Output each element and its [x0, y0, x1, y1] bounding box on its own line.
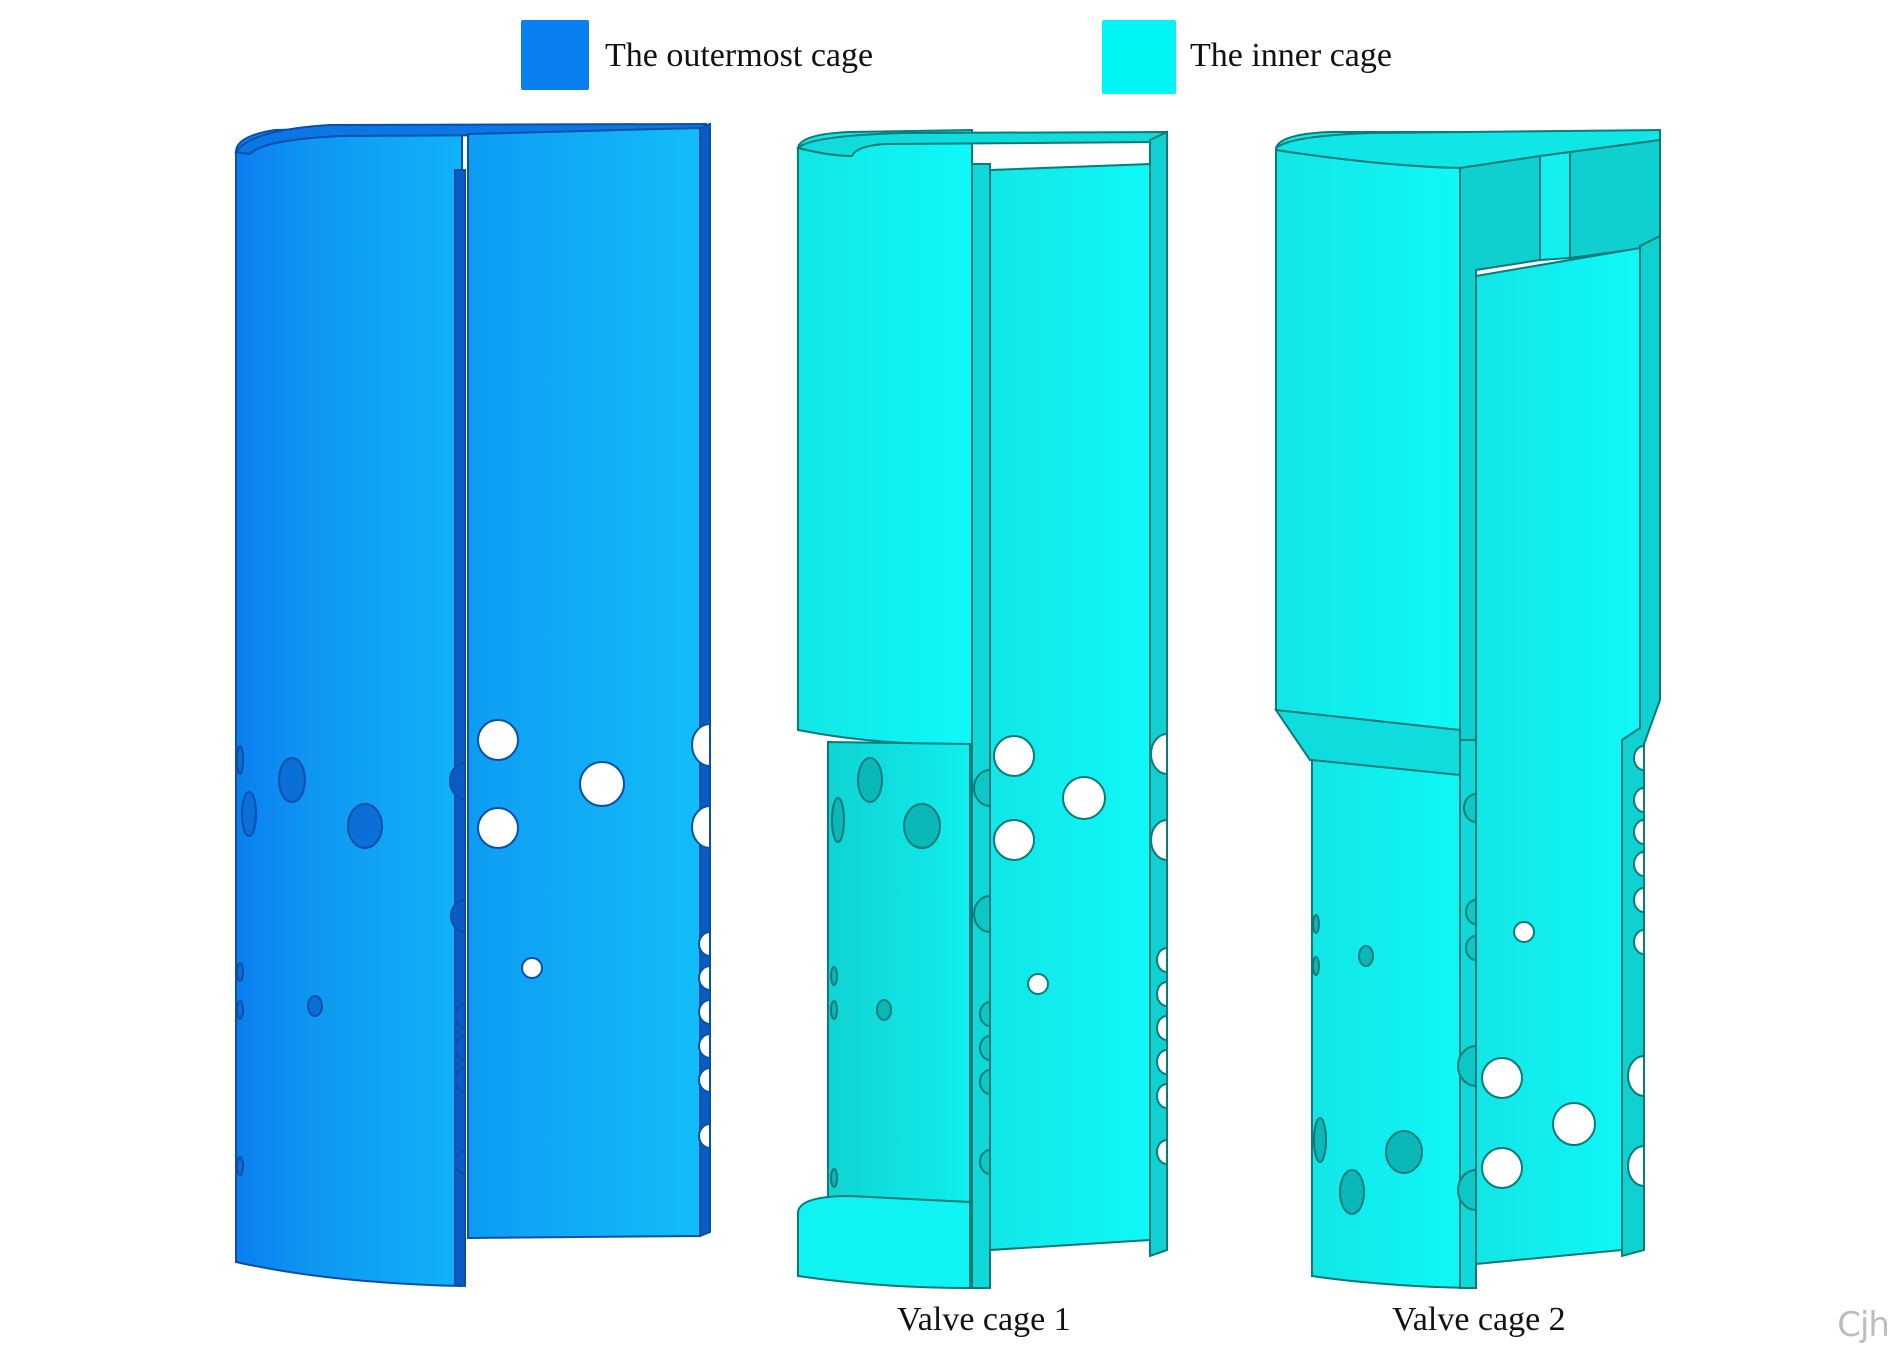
caption-valve-cage-1: Valve cage 1: [897, 1301, 1071, 1338]
cage2-cut-face-right: [1569, 138, 1661, 260]
valve-cage-2: [1273, 128, 1661, 1290]
cage1-top-rim: [796, 130, 1168, 158]
cage1-right-edge: [1149, 130, 1168, 1258]
cage2-shell-holes: [1312, 914, 1423, 1215]
cage1-right-face: [989, 162, 1151, 1252]
cage1-hollow: [827, 740, 971, 1210]
cage1-bottom-ring: [797, 1194, 971, 1290]
cage2-edge-notches: [1457, 792, 1477, 1212]
caption-valve-cage-2: Valve cage 2: [1392, 1301, 1566, 1338]
legend-swatch-inner: [1102, 20, 1176, 94]
cage1-holes: [993, 735, 1106, 995]
outer-cage-left-shell: [235, 124, 463, 1288]
cage1-right-notches: [1150, 732, 1168, 1166]
cage1-cut-edge: [971, 163, 991, 1289]
outer-cage-shell-holes: [236, 745, 383, 1176]
outer-cage-edge-notches: [449, 761, 466, 1176]
cage2-slot: [1539, 150, 1571, 262]
cage2-cut-edge: [1459, 739, 1477, 1289]
cage2-lower-shell: [1311, 758, 1471, 1290]
cage1-inner-wall-holes: [830, 757, 941, 1188]
legend-label-inner: The inner cage: [1190, 37, 1392, 74]
outer-cage-right-edge: [699, 122, 711, 1238]
legend-swatch-outermost: [521, 20, 589, 90]
cage2-right-notches: [1627, 744, 1645, 1188]
cage2-upper-shell: [1275, 131, 1461, 732]
outermost-cage: [234, 122, 711, 1288]
outer-cage-cut-edge: [454, 169, 466, 1288]
valve-cage-1: [796, 128, 1168, 1290]
watermark-logo: Cjh: [1837, 1305, 1890, 1345]
cage1-edge-notches: [973, 768, 991, 1176]
outer-cage-right-face: [467, 126, 701, 1240]
outer-cage-holes: [477, 719, 625, 979]
cage1-upper-shell: [797, 128, 973, 746]
legend-label-outermost: The outermost cage: [605, 37, 874, 74]
cage2-holes: [1481, 921, 1596, 1189]
outer-cage-right-notches: [691, 722, 711, 1150]
